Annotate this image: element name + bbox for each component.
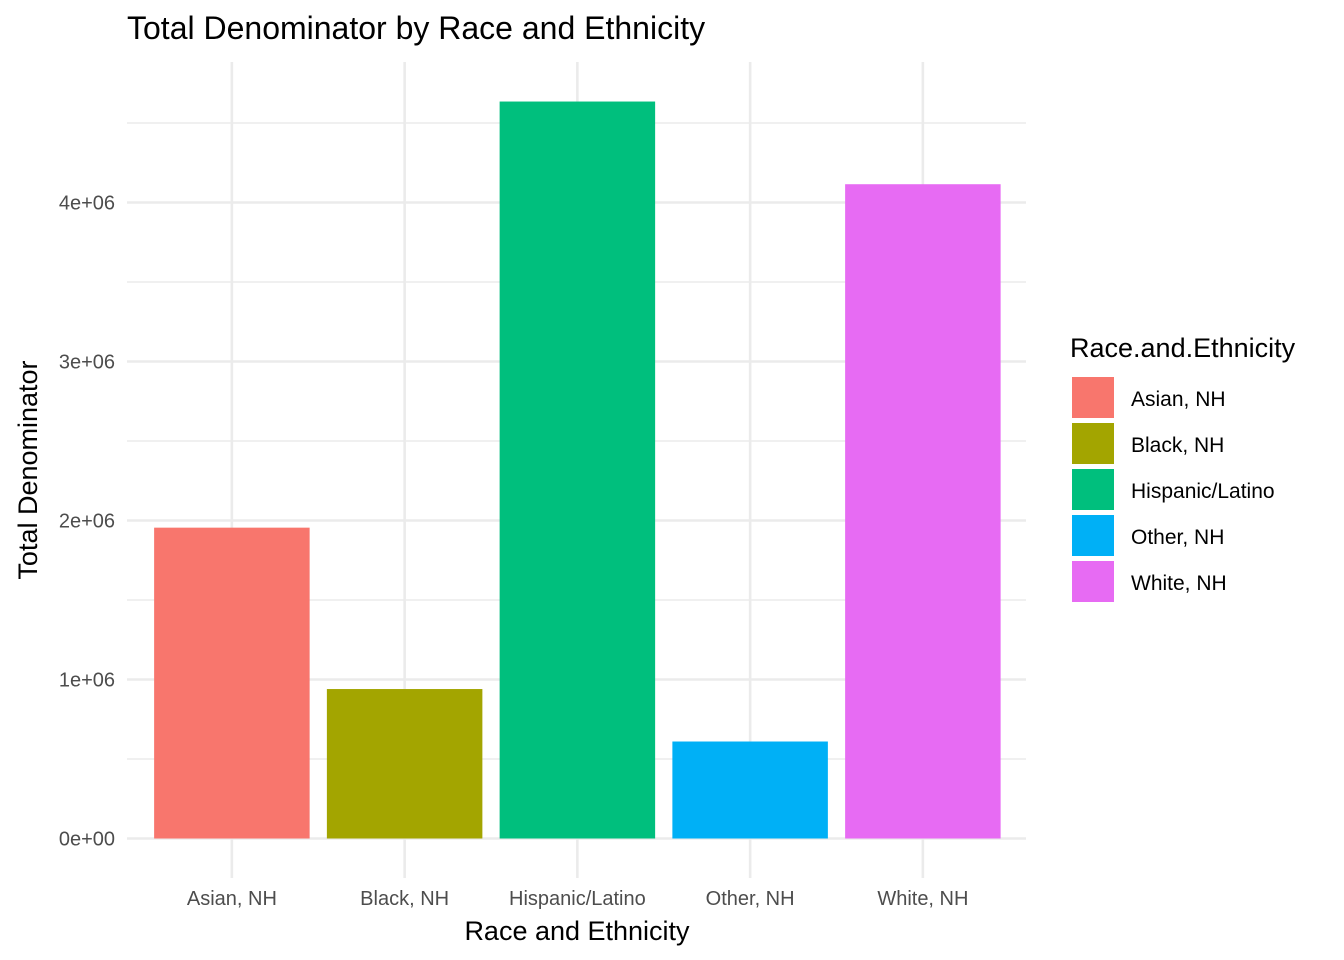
y-tick-label-0: 0e+00	[59, 829, 115, 851]
legend-label-0: Asian, NH	[1131, 388, 1226, 411]
legend: Race.and.Ethnicity Asian, NH Black, NH His…	[1070, 333, 1296, 602]
y-tick-label-4: 4e+06	[59, 193, 115, 215]
x-axis-title: Race and Ethnicity	[464, 916, 690, 946]
x-axis-ticks: Asian, NH Black, NH Hispanic/Latino Other, …	[187, 888, 969, 910]
legend-swatch-3	[1072, 515, 1114, 556]
bar-0	[154, 527, 310, 839]
bar-4	[845, 184, 1001, 839]
x-tick-label-1: Black, NH	[360, 888, 449, 910]
legend-title: Race.and.Ethnicity	[1070, 333, 1296, 363]
legend-swatch-4	[1072, 561, 1114, 602]
y-tick-label-2: 2e+06	[59, 511, 115, 533]
legend-swatch-2	[1072, 469, 1114, 510]
x-tick-label-2: Hispanic/Latino	[509, 888, 646, 910]
bar-1	[326, 689, 483, 839]
y-tick-label-3: 3e+06	[59, 352, 115, 374]
legend-label-2: Hispanic/Latino	[1131, 480, 1275, 503]
y-axis-title: Total Denominator	[13, 360, 43, 579]
bars	[154, 101, 1001, 839]
legend-items: Asian, NH Black, NH Hispanic/Latino Other, …	[1072, 377, 1275, 602]
legend-swatch-0	[1072, 377, 1114, 418]
legend-label-4: White, NH	[1131, 572, 1227, 595]
legend-label-1: Black, NH	[1131, 434, 1224, 457]
x-tick-label-4: White, NH	[877, 888, 968, 910]
x-tick-label-3: Other, NH	[706, 888, 795, 910]
x-tick-label-0: Asian, NH	[187, 888, 277, 910]
chart-title: Total Denominator by Race and Ethnicity	[127, 10, 705, 46]
bar-3	[672, 741, 828, 839]
legend-swatch-1	[1072, 423, 1114, 464]
legend-label-3: Other, NH	[1131, 526, 1224, 549]
bar-2	[499, 101, 656, 839]
y-axis-ticks: 0e+00 1e+06 2e+06 3e+06 4e+06	[59, 193, 115, 851]
y-tick-label-1: 1e+06	[59, 670, 115, 692]
